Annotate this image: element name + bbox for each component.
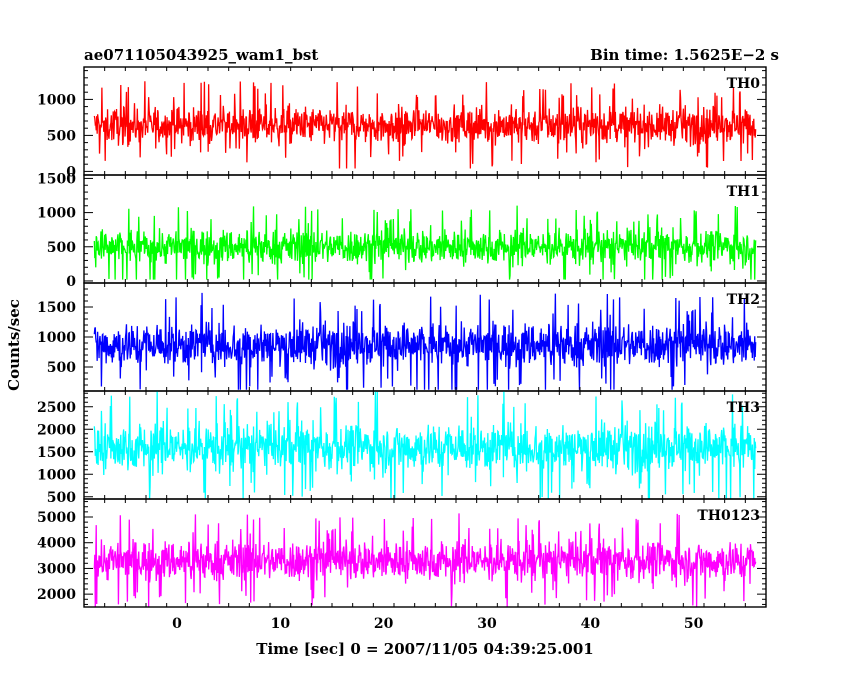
y-tick-label: 1000 (37, 206, 76, 222)
series-th3 (93, 391, 757, 499)
panel-frame (83, 174, 767, 284)
panel-th2: 500 1000 1500 TH2 (37, 282, 767, 392)
y-tick-label: 500 (47, 240, 76, 256)
panels-group: 0 500 1000 TH0 0 500 1000 1500 TH1 500 1000 1500 TH2… (37, 66, 767, 608)
y-tick-label: 1000 (37, 467, 76, 483)
y-tick-label: 2000 (37, 422, 76, 438)
panel-th1: 0 500 1000 1500 TH1 (37, 171, 767, 290)
x-axis-ticks: 0 10 20 30 40 50 (172, 616, 704, 632)
panel-label: TH1 (727, 184, 760, 200)
panel-label: TH0 (727, 76, 761, 92)
series-th0 (93, 81, 757, 169)
panel-th0: 0 500 1000 TH0 (37, 66, 767, 180)
y-tick-label: 1000 (37, 92, 76, 108)
series-th2 (93, 292, 757, 390)
series-th1 (93, 205, 757, 280)
panel-label: TH3 (727, 400, 760, 416)
y-tick-label: 3000 (37, 561, 76, 577)
y-tick-label: 4000 (37, 536, 76, 552)
y-tick-label: 1500 (37, 300, 76, 316)
x-axis-label: Time [sec] 0 = 2007/11/05 04:39:25.001 (256, 640, 593, 658)
figure-title: ae071105043925_wam1_bst (84, 46, 318, 64)
y-tick-label: 1500 (37, 171, 76, 187)
y-tick-label: 0 (66, 274, 76, 290)
bin-time-label: Bin time: 1.5625E−2 s (590, 46, 779, 64)
x-tick-label: 50 (684, 616, 704, 632)
panel-label: TH0123 (697, 508, 760, 524)
y-tick-label: 2500 (37, 400, 76, 416)
panel-th3: 500 1000 1500 2000 2500 TH3 (37, 390, 767, 506)
y-tick-label: 500 (47, 360, 76, 376)
x-tick-label: 10 (271, 616, 291, 632)
x-tick-label: 0 (172, 616, 182, 632)
y-tick-label: 1000 (37, 330, 76, 346)
y-tick-label: 2000 (37, 587, 76, 603)
x-tick-label: 20 (374, 616, 394, 632)
y-tick-label: 5000 (37, 510, 76, 526)
y-tick-label: 500 (47, 490, 76, 506)
y-axis-label: Counts/sec (5, 299, 23, 391)
y-tick-label: 0 (66, 164, 76, 180)
y-tick-label: 500 (47, 128, 76, 144)
x-tick-label: 30 (477, 616, 497, 632)
x-tick-label: 40 (581, 616, 601, 632)
y-tick-label: 1500 (37, 445, 76, 461)
panel-label: TH2 (727, 292, 760, 308)
panel-th0123: 2000 3000 4000 5000 TH0123 (37, 498, 767, 608)
series-th0123 (93, 513, 757, 607)
